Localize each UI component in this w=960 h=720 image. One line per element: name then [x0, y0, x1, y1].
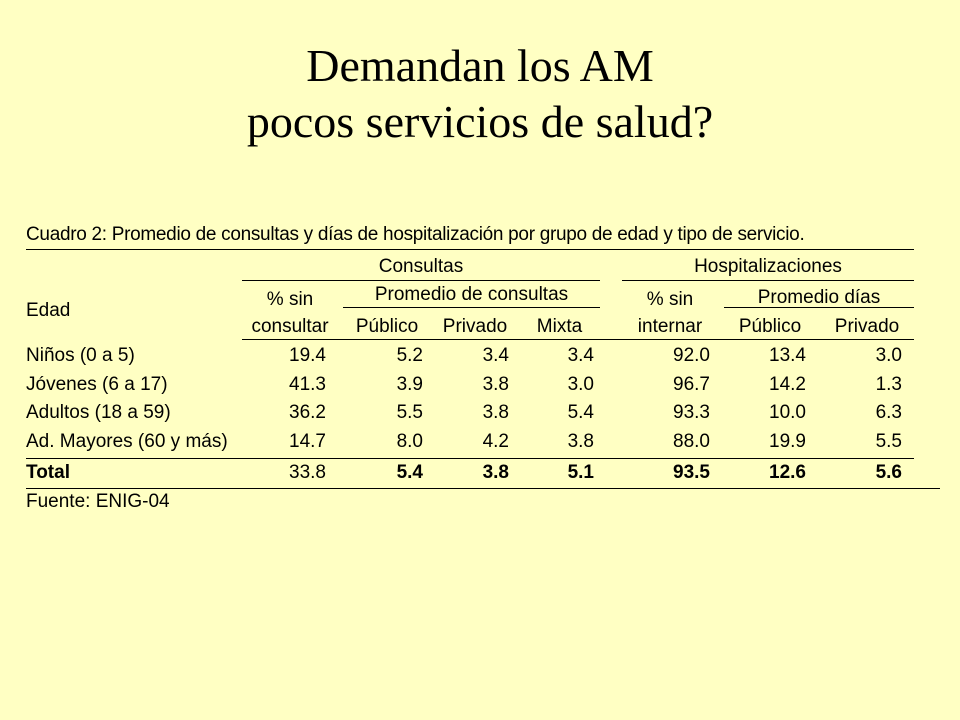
table-cell: 88.0 [673, 431, 710, 452]
total-cell: 12.6 [769, 462, 806, 483]
table-cell: 92.0 [673, 345, 710, 366]
header-hospitalizaciones: Hospitalizaciones [694, 256, 842, 277]
header-promedio-consultas: Promedio de consultas [374, 284, 569, 305]
table-cell: 41.3 [289, 374, 326, 395]
header-privado: Privado [442, 316, 508, 337]
header-mixta: Mixta [536, 316, 583, 337]
total-cell: 5.1 [567, 462, 594, 483]
rule-consultas-group [242, 280, 600, 281]
header-sin-consultar-1: % sin [266, 289, 314, 310]
table-cell: 6.3 [875, 402, 902, 423]
row-label: Ad. Mayores (60 y más) [26, 431, 228, 452]
header-publico: Público [355, 316, 419, 337]
table-cell: 8.0 [396, 431, 423, 452]
header-consultas: Consultas [378, 256, 464, 277]
total-cell: 5.6 [875, 462, 902, 483]
rule-hosp-group [622, 280, 914, 281]
table-cell: 19.4 [289, 345, 326, 366]
table-cell: 3.4 [482, 345, 509, 366]
header-sin-consultar-2: consultar [251, 316, 329, 337]
table-cell: 5.5 [396, 402, 423, 423]
rule-header-bottom [242, 339, 914, 340]
table-cell: 19.9 [769, 431, 806, 452]
table-caption: Cuadro 2: Promedio de consultas y días d… [26, 224, 805, 245]
table-cell: 3.4 [567, 345, 594, 366]
rule-after-total [26, 488, 940, 489]
total-cell: 5.4 [396, 462, 423, 483]
rule-promedio-dias [724, 307, 914, 308]
table-cell: 4.2 [482, 431, 509, 452]
table-cell: 13.4 [769, 345, 806, 366]
table-cell: 14.2 [769, 374, 806, 395]
table-cell: 14.7 [289, 431, 326, 452]
table-source: Fuente: ENIG-04 [26, 491, 170, 512]
rule-before-total [26, 458, 914, 459]
total-label: Total [26, 462, 70, 483]
table-cell: 3.8 [482, 374, 509, 395]
header-hosp-privado: Privado [834, 316, 900, 337]
table-cell: 3.9 [396, 374, 423, 395]
title-line-2: pocos servicios de salud? [246, 96, 714, 147]
table-cell: 5.2 [396, 345, 423, 366]
header-sin-internar-2: internar [637, 316, 703, 337]
rule-promedio-consultas [343, 307, 600, 308]
total-cell: 93.5 [673, 462, 710, 483]
table-cell: 3.0 [875, 345, 902, 366]
table-cell: 96.7 [673, 374, 710, 395]
header-sin-internar-1: % sin [646, 289, 694, 310]
table-cell: 3.8 [567, 431, 594, 452]
table-cell: 3.0 [567, 374, 594, 395]
header-hosp-publico: Público [738, 316, 802, 337]
rule-top [26, 249, 914, 250]
table-cell: 5.4 [567, 402, 594, 423]
row-label: Adultos (18 a 59) [26, 402, 171, 423]
table-cell: 10.0 [769, 402, 806, 423]
table-cell: 5.5 [875, 431, 902, 452]
header-promedio-dias: Promedio días [757, 287, 881, 308]
total-cell: 33.8 [289, 462, 326, 483]
title-line-1: Demandan los AM [306, 40, 654, 91]
row-label: Jóvenes (6 a 17) [26, 374, 168, 395]
header-edad: Edad [26, 300, 71, 321]
slide-title: Demandan los AM pocos servicios de salud… [0, 38, 960, 150]
row-label: Niños (0 a 5) [26, 345, 135, 366]
table-cell: 1.3 [875, 374, 902, 395]
table-cell: 93.3 [673, 402, 710, 423]
table-cell: 3.8 [482, 402, 509, 423]
table-cell: 36.2 [289, 402, 326, 423]
total-cell: 3.8 [482, 462, 509, 483]
